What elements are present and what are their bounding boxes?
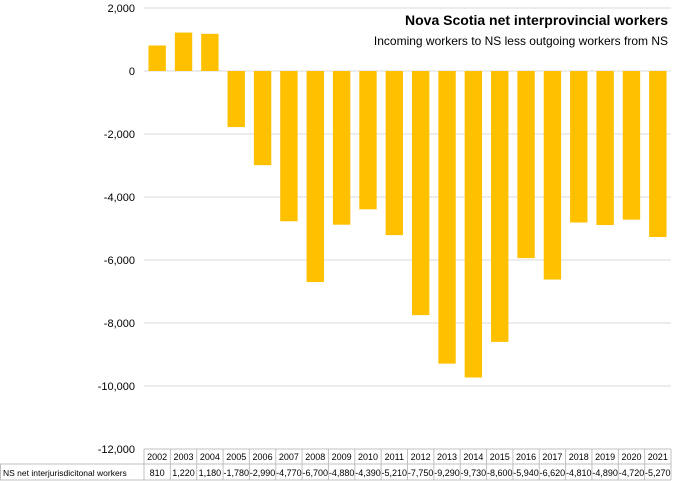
table-value: -2,990 <box>250 468 276 478</box>
table-value: 1,220 <box>172 468 195 478</box>
y-tick-label: -4,000 <box>104 192 135 204</box>
table-value: -4,720 <box>619 468 645 478</box>
chart-subtitle: Incoming workers to NS less outgoing wor… <box>374 34 668 48</box>
table-value: -5,940 <box>513 468 539 478</box>
bar-2008 <box>306 71 324 283</box>
table-row-label: NS net interjurisdicitonal workers <box>3 468 127 478</box>
x-tick-label: 2019 <box>595 452 615 462</box>
x-tick-label: 2014 <box>463 452 483 462</box>
x-tick-label: 2011 <box>385 452 404 462</box>
x-tick-label: 2012 <box>411 452 431 462</box>
x-tick-label: 2018 <box>569 452 589 462</box>
table-value: -4,810 <box>566 468 592 478</box>
bar-2007 <box>280 71 298 222</box>
y-tick-label: 2,000 <box>107 3 135 15</box>
bar-2012 <box>411 71 430 316</box>
table-value: 810 <box>150 468 165 478</box>
table-value: -4,770 <box>276 468 302 478</box>
x-tick-label: 2013 <box>437 452 457 462</box>
bar-2020 <box>622 71 641 220</box>
bar-2014 <box>464 71 483 378</box>
bar-2021 <box>649 71 667 238</box>
bar-2004 <box>201 33 219 71</box>
table-value: -5,210 <box>382 468 408 478</box>
x-tick-label: 2004 <box>200 452 220 462</box>
bar-2010 <box>359 71 377 210</box>
x-tick-label: 2002 <box>147 452 167 462</box>
table-value: -7,750 <box>408 468 434 478</box>
table-value: -9,730 <box>461 468 487 478</box>
bar-2011 <box>385 71 404 236</box>
bar-2006 <box>253 71 272 166</box>
table-value: -6,700 <box>303 468 329 478</box>
bar-2003 <box>174 32 193 71</box>
x-tick-label: 2007 <box>279 452 299 462</box>
table-value: 1,180 <box>199 468 222 478</box>
table-value: -6,620 <box>540 468 566 478</box>
x-tick-label: 2008 <box>305 452 325 462</box>
x-tick-label: 2016 <box>516 452 536 462</box>
bar-2005 <box>227 71 245 128</box>
table-value: -4,890 <box>592 468 618 478</box>
x-tick-label: 2015 <box>490 452 510 462</box>
bar-2009 <box>332 71 351 225</box>
y-tick-label: -10,000 <box>98 381 135 393</box>
x-tick-label: 2009 <box>332 452 352 462</box>
bar-2019 <box>596 71 614 226</box>
chart-title: Nova Scotia net interprovincial workers <box>405 12 668 28</box>
gridlines <box>144 7 671 450</box>
x-tick-label: 2005 <box>226 452 246 462</box>
y-tick-label: -2,000 <box>104 129 135 141</box>
bars <box>148 32 667 378</box>
x-tick-label: 2010 <box>358 452 378 462</box>
x-tick-label: 2006 <box>253 452 273 462</box>
bar-2015 <box>491 71 509 342</box>
bar-2013 <box>438 71 456 364</box>
table-value: -9,290 <box>434 468 460 478</box>
table-value: -5,270 <box>645 468 671 478</box>
x-tick-label: 2017 <box>542 452 562 462</box>
table-value: -1,780 <box>223 468 249 478</box>
table-value: -4,390 <box>355 468 381 478</box>
data-table: 200281020031,22020041,1802005-1,7802006-… <box>0 448 672 481</box>
x-tick-label: 2003 <box>174 452 194 462</box>
y-tick-label: -12,000 <box>98 444 135 456</box>
y-tick-label: -6,000 <box>104 255 135 267</box>
table-value: -8,600 <box>487 468 513 478</box>
y-tick-label: -8,000 <box>104 318 135 330</box>
x-tick-label: 2020 <box>621 452 641 462</box>
bar-2018 <box>570 71 588 223</box>
x-tick-label: 2021 <box>648 452 668 462</box>
bar-2017 <box>543 71 562 280</box>
bar-2002 <box>148 45 166 71</box>
y-axis: 2,000 0 -2,000 -4,000 -6,000 -8,000 -10,000 -12… <box>98 3 135 456</box>
table-value: -4,880 <box>329 468 355 478</box>
y-tick-label: 0 <box>129 66 135 78</box>
bar-2016 <box>517 71 535 259</box>
